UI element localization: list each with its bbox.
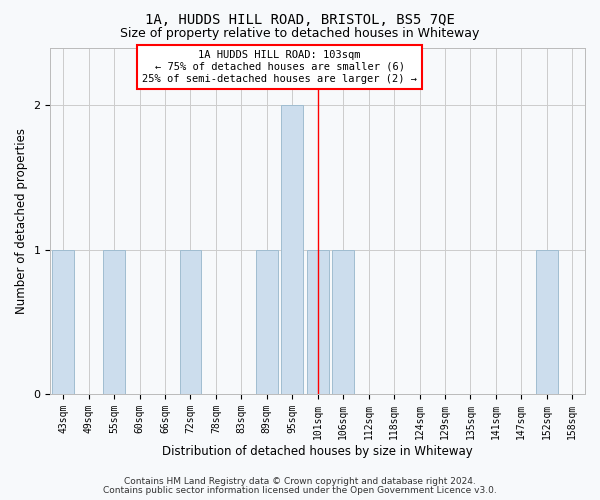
Bar [536, 250, 557, 394]
Text: Size of property relative to detached houses in Whiteway: Size of property relative to detached ho… [121, 28, 479, 40]
Bar [281, 105, 303, 394]
X-axis label: Distribution of detached houses by size in Whiteway: Distribution of detached houses by size … [163, 444, 473, 458]
Text: Contains HM Land Registry data © Crown copyright and database right 2024.: Contains HM Land Registry data © Crown c… [124, 477, 476, 486]
Bar [179, 250, 201, 394]
Text: 1A, HUDDS HILL ROAD, BRISTOL, BS5 7QE: 1A, HUDDS HILL ROAD, BRISTOL, BS5 7QE [145, 12, 455, 26]
Bar [332, 250, 354, 394]
Bar [103, 250, 125, 394]
Text: 1A HUDDS HILL ROAD: 103sqm
← 75% of detached houses are smaller (6)
25% of semi-: 1A HUDDS HILL ROAD: 103sqm ← 75% of deta… [142, 50, 417, 84]
Text: Contains public sector information licensed under the Open Government Licence v3: Contains public sector information licen… [103, 486, 497, 495]
Bar [256, 250, 278, 394]
Bar [307, 250, 329, 394]
Bar [52, 250, 74, 394]
Y-axis label: Number of detached properties: Number of detached properties [15, 128, 28, 314]
